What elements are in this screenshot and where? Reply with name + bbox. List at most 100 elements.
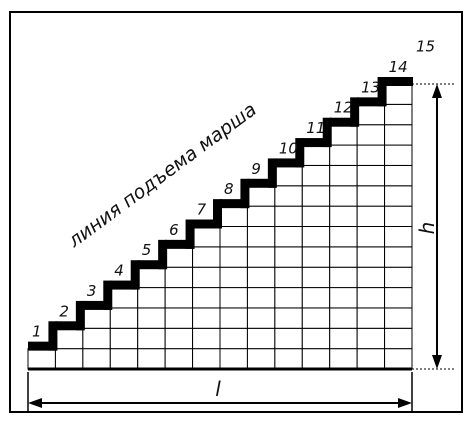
grid-cell — [356, 307, 386, 329]
step-riser — [158, 239, 168, 270]
step-riser — [240, 178, 250, 209]
grid-cell — [109, 327, 139, 350]
grid-cell — [329, 287, 358, 309]
step-number-label: 14 — [389, 58, 408, 76]
grid-cell — [192, 327, 221, 350]
grid-cell — [301, 287, 331, 309]
step-tread — [137, 260, 167, 270]
grid-cell — [274, 226, 303, 248]
step-tread — [55, 321, 84, 331]
step-tread — [384, 77, 413, 86]
grid-cell — [82, 307, 111, 329]
grid-cell — [54, 327, 84, 350]
grid-cell — [109, 348, 139, 370]
grid-cell — [356, 246, 386, 268]
grid-cell — [137, 327, 166, 350]
grid-cell — [301, 348, 331, 370]
grid-cell — [329, 205, 358, 227]
grid-cell — [192, 348, 221, 370]
grid-cell — [82, 327, 111, 350]
grid-cell — [192, 287, 221, 309]
length-dimension — [27, 372, 413, 412]
stair-steps — [28, 77, 413, 351]
grid-cell — [384, 83, 413, 105]
grid-cell — [219, 287, 248, 309]
grid-cell — [246, 348, 276, 370]
grid-cell — [219, 266, 248, 289]
step-number-label: 1 — [32, 323, 42, 341]
grid-cell — [384, 348, 413, 370]
grid-cell — [192, 246, 221, 268]
step-riser — [213, 199, 222, 229]
step-number-label: 12 — [334, 99, 353, 117]
step-number-label: 2 — [59, 302, 69, 320]
stair-grid — [27, 83, 413, 370]
step-riser — [75, 300, 85, 331]
step-tread — [28, 341, 57, 351]
length-label: l — [215, 377, 221, 401]
grid-cell — [384, 327, 413, 350]
grid-cell — [329, 327, 358, 350]
grid-cell — [137, 348, 166, 370]
step-riser — [295, 138, 305, 168]
grid-cell — [301, 144, 331, 166]
step-number-label: 13 — [361, 78, 380, 96]
grid-cell — [356, 185, 386, 207]
step-number-label: 7 — [197, 201, 207, 219]
diagram-frame — [9, 11, 463, 413]
grid-cell — [164, 307, 194, 329]
step-tread — [165, 239, 194, 249]
grid-cell — [356, 144, 386, 166]
grid-cell — [164, 246, 194, 268]
grid-cell — [329, 164, 358, 187]
grid-cell — [356, 226, 386, 248]
step-riser — [48, 321, 58, 351]
grid-cell — [164, 327, 194, 350]
grid-cell — [137, 266, 166, 289]
grid-cell — [356, 348, 386, 370]
grid-cell — [384, 164, 413, 187]
grid-cell — [274, 348, 303, 370]
grid-cell — [274, 246, 303, 268]
step-riser — [350, 97, 360, 127]
step-number-label: 11 — [306, 119, 325, 137]
grid-cell — [301, 327, 331, 350]
step-tread — [357, 97, 386, 107]
grid-cell — [246, 287, 276, 309]
grid-cell — [219, 307, 248, 329]
step-tread — [274, 158, 304, 168]
grid-cell — [246, 246, 276, 268]
height-label: h — [415, 222, 439, 235]
step-riser — [322, 117, 332, 148]
grid-cell — [329, 266, 358, 289]
grid-cell — [329, 307, 358, 329]
step-number-label: 3 — [87, 282, 97, 300]
grid-cell — [384, 287, 413, 309]
grid-cell — [301, 205, 331, 227]
grid-cell — [384, 226, 413, 248]
grid-cell — [219, 246, 248, 268]
grid-cell — [219, 205, 248, 227]
grid-cell — [274, 205, 303, 227]
grid-cell — [246, 185, 276, 207]
grid-cell — [384, 266, 413, 289]
step-tread — [82, 300, 112, 310]
grid-cell — [329, 226, 358, 248]
grid-cell — [246, 226, 276, 248]
step-riser — [103, 280, 113, 310]
step-tread — [110, 280, 139, 290]
grid-cell — [356, 266, 386, 289]
grid-cell — [384, 185, 413, 207]
grid-cell — [274, 185, 303, 207]
grid-cell — [246, 327, 276, 350]
grid-cell — [329, 185, 358, 207]
grid-cell — [137, 287, 166, 309]
grid-cell — [219, 327, 248, 350]
grid-cell — [192, 266, 221, 289]
grid-cell — [27, 348, 56, 370]
grid-cell — [109, 307, 139, 329]
grid-cell — [384, 307, 413, 329]
step-riser — [267, 158, 277, 188]
